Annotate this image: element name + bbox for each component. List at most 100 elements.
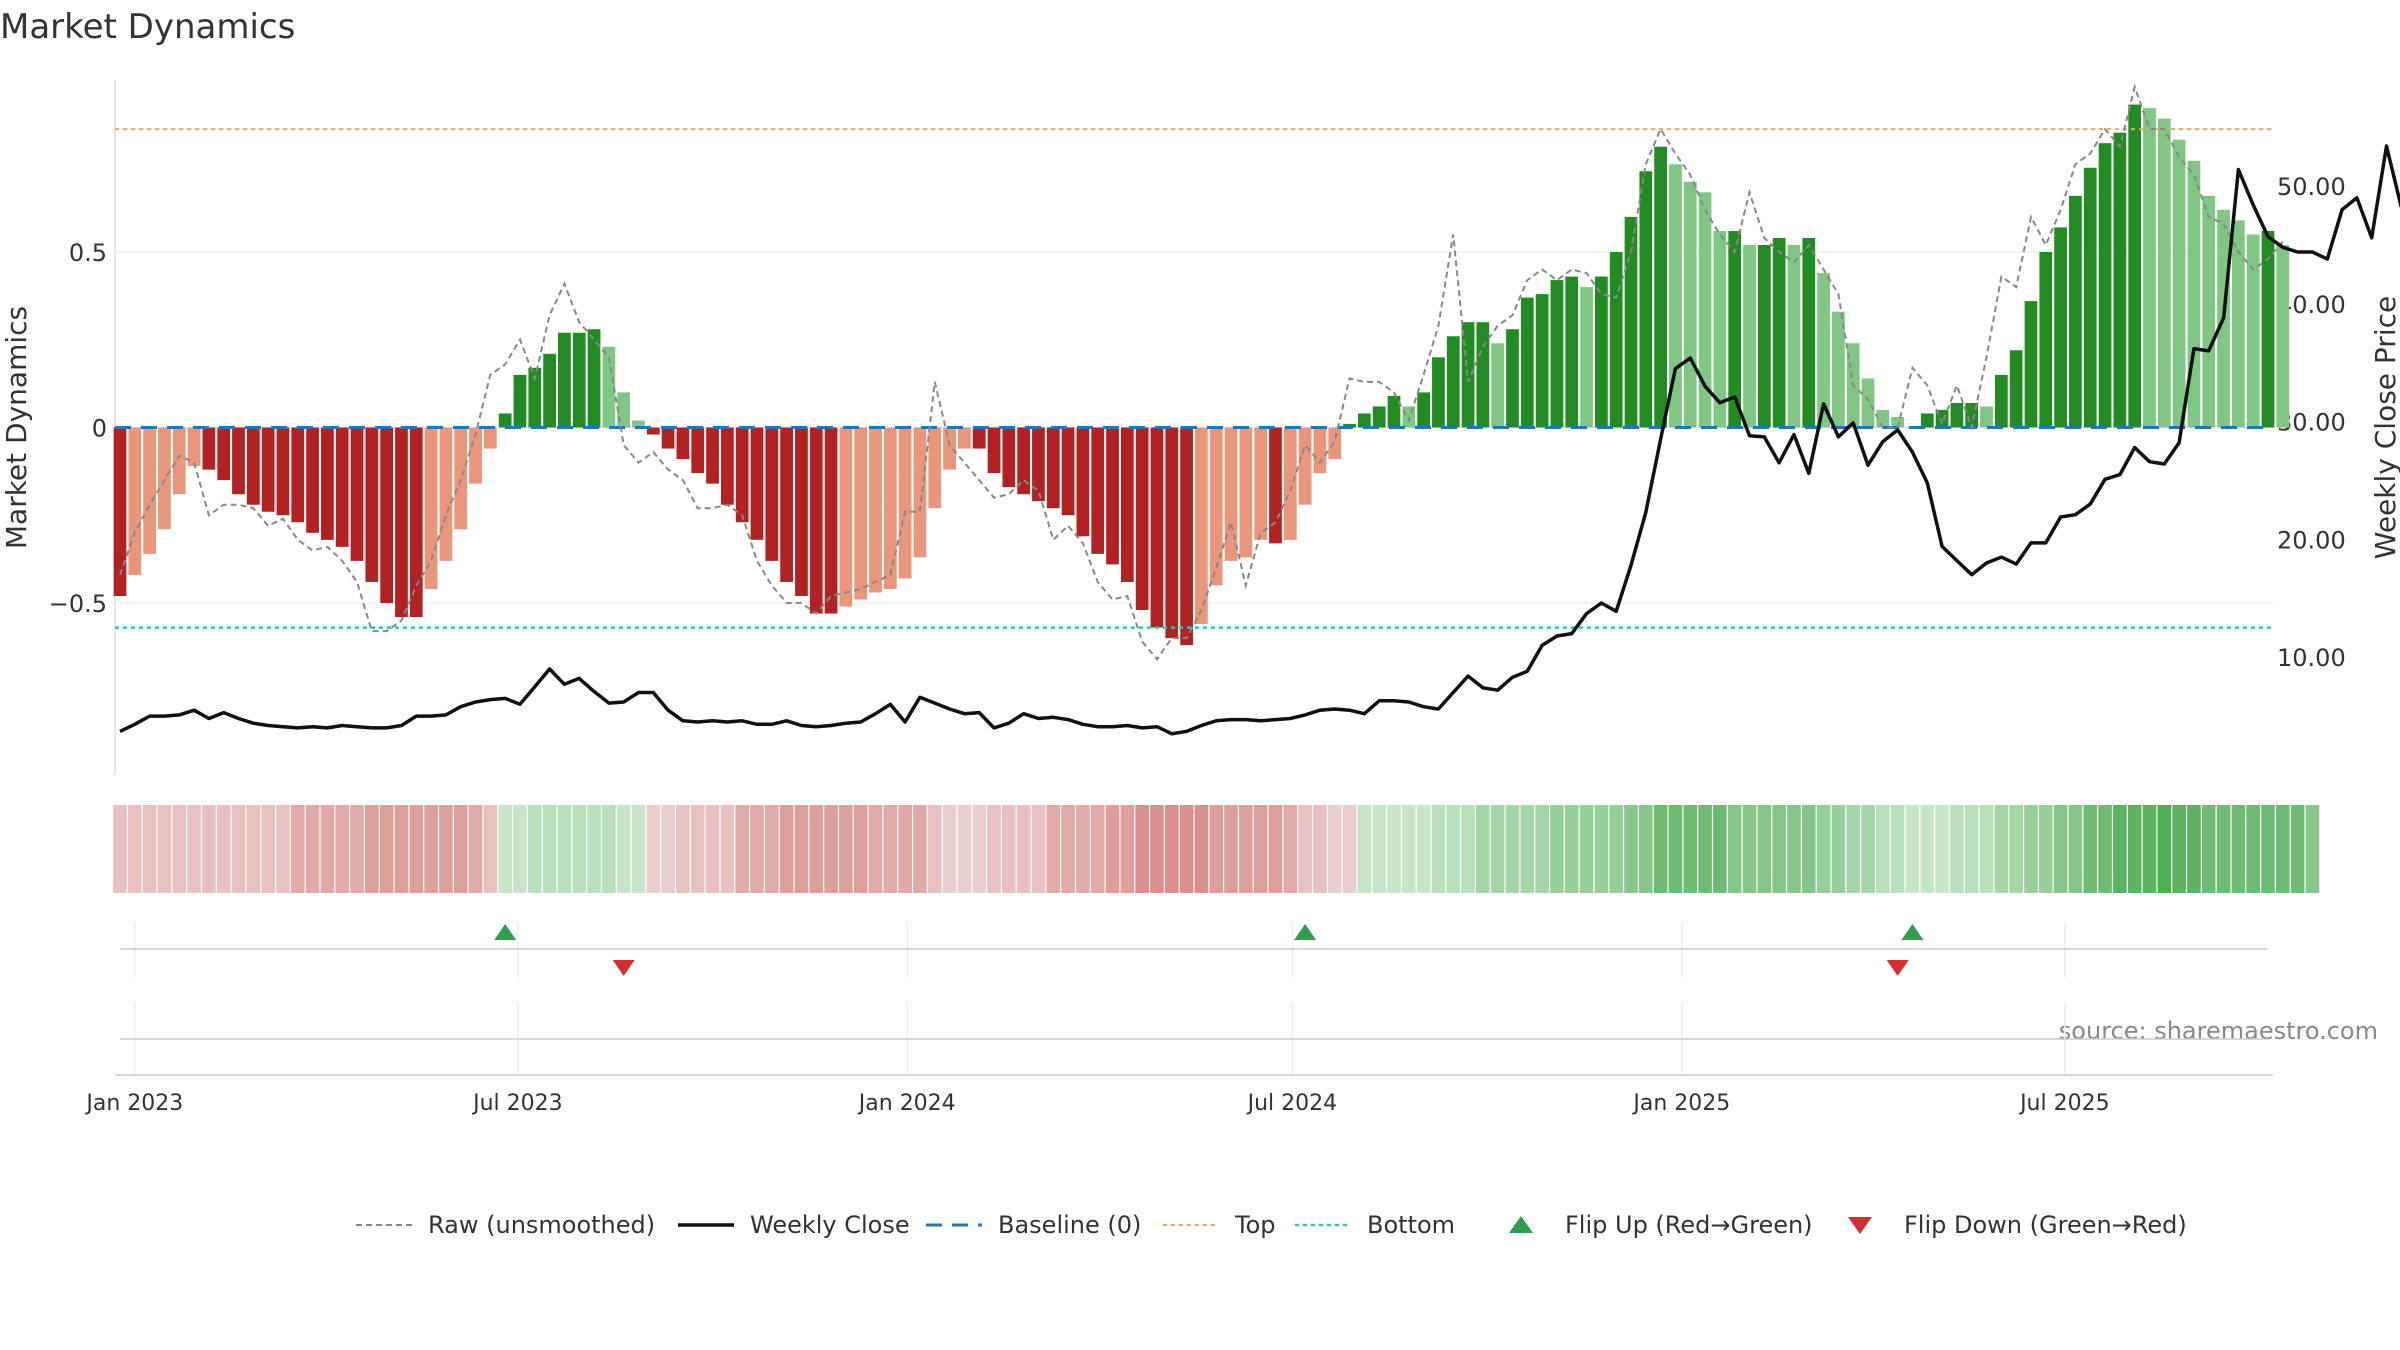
legend-label: Baseline (0) [998,1211,1141,1239]
strip-cell [379,805,394,893]
strip-cell [1831,805,1846,893]
bar [498,413,512,428]
strip-cell [1890,805,1905,893]
bar [1861,378,1875,428]
bar [439,427,453,561]
strip-cell [1979,805,1994,893]
strip-cell [1016,805,1031,893]
bar [854,427,868,600]
bar [2128,104,2142,428]
bar [1046,427,1060,509]
bar [928,427,942,509]
bars-group [113,104,2290,646]
strip-cell [1772,805,1786,893]
strip-cell [957,805,972,893]
bar [380,427,394,604]
strip-cell [2127,805,2142,893]
x-tick-label: Jul 2024 [1246,1091,1338,1116]
strip-cell [231,805,246,893]
strip-cell [1698,805,1712,893]
flip-up-marker [1901,924,1924,940]
strip-cell [290,805,305,893]
bar [1817,273,1830,428]
strip-cell [646,805,661,893]
bar [261,427,275,512]
bar [1476,322,1490,428]
strip-cell [2083,805,2098,893]
legend-item: Flip Up (Red→Green) [1509,1211,1813,1239]
bar [365,427,379,582]
bar [543,353,556,428]
legend-item: Weekly Close [678,1211,910,1239]
bar [632,420,645,428]
bar [1150,427,1164,628]
bar [558,332,571,428]
y-tick-label: 0.5 [69,239,107,267]
legend-label: Bottom [1367,1211,1455,1239]
bar [217,427,231,481]
bar [1506,329,1519,428]
bar [202,427,216,470]
strip-cell [172,805,187,893]
bar [158,427,171,530]
legend-item: Flip Down (Green→Red) [1848,1211,2187,1239]
strip-cell [1624,805,1638,893]
bar [1239,427,1253,558]
bar [1283,427,1297,540]
strip-cell [409,805,424,893]
bar [1713,230,1727,428]
strip-cell [2201,805,2216,893]
bar [1002,427,1016,488]
bar [1520,297,1534,428]
strip-cell [631,805,646,893]
y-axis-label: Market Dynamics [0,306,33,549]
bar [2039,251,2053,428]
legend-label: Flip Up (Red→Green) [1565,1211,1813,1239]
bar [646,427,660,435]
x-ticks-group: Jan 2023 Jul 2023 Jan 2024 Jul 2024 Jan 2025… [84,922,2110,1116]
bar [1994,374,2008,428]
strip-cell [1120,805,1135,893]
strip-cell [1994,805,2009,893]
strip-cell [2068,805,2083,893]
strip-cell [513,805,527,893]
strip-cell [2246,805,2260,893]
bar [395,427,408,618]
strip-cell [1683,805,1698,893]
bar [1417,392,1430,428]
bar [128,427,142,575]
strip-cell [498,805,512,893]
strip-cell [2024,805,2038,893]
bar [572,332,586,428]
legend-label: Top [1234,1211,1276,1239]
bar [143,427,156,554]
bar [528,367,542,428]
bar [1950,402,1964,428]
bar [1669,164,1682,428]
bar [1683,181,1697,428]
strip-cell [2276,805,2290,893]
bar [1328,427,1342,460]
strip-cell [1090,805,1105,893]
legend-item: Raw (unsmoothed) [356,1211,655,1239]
legend-label: Weekly Close [750,1211,910,1239]
strip-cell [1416,805,1431,893]
bar [617,392,631,428]
strip-cell [1194,805,1209,893]
bar [1565,276,1579,428]
legend-label: Raw (unsmoothed) [428,1211,655,1239]
bar [1980,406,1993,428]
strip-cell [1846,805,1861,893]
strip-cell [1283,805,1298,893]
bar [1698,192,1712,428]
strip-cell [1535,805,1549,893]
strip-cell [320,805,335,893]
strip-cell [1209,805,1224,893]
strip-cell [1594,805,1609,893]
strip-cell [2113,805,2127,893]
strip-cell [113,805,127,893]
strip-cell [1061,805,1075,893]
strip-cell [572,805,587,893]
x-tick-label: Jan 2024 [857,1091,956,1116]
